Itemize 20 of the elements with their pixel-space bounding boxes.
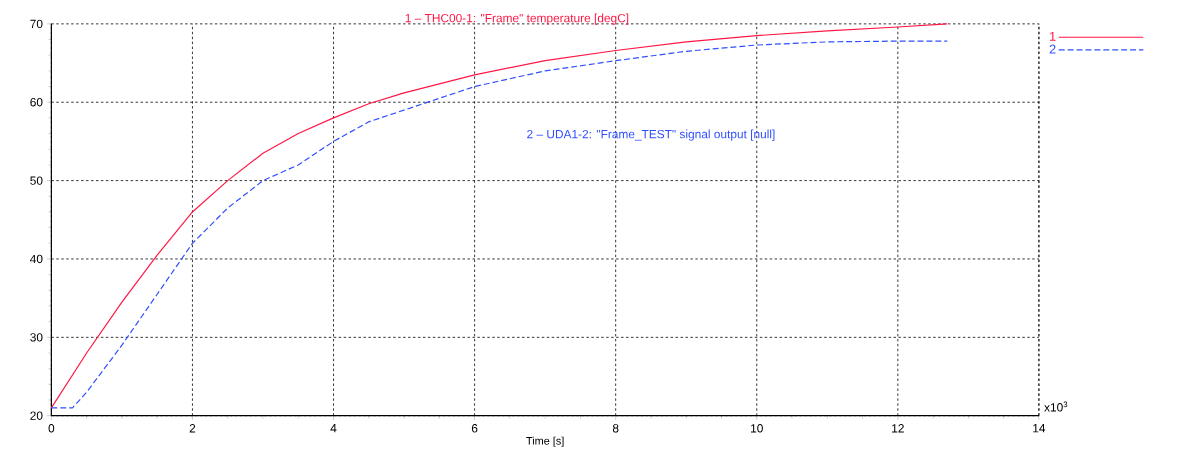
- annotation: 2 – UDA1-2: "Frame_TEST" signal output [null]: [527, 129, 775, 141]
- annotation: 1 – THC00-1: "Frame" temperature [degC]: [405, 13, 629, 25]
- x-tick-label: 10: [751, 423, 763, 433]
- x-tick-label: 6: [471, 423, 478, 433]
- text: 1: [1049, 31, 1056, 41]
- x-tick-label: 8: [612, 423, 619, 433]
- y-tick-label: 60: [30, 97, 43, 107]
- y-tick-label: 20: [30, 411, 43, 420]
- y-tick-label: 40: [30, 254, 43, 263]
- x-axis-title: Time [s]: [526, 436, 564, 447]
- y-tick-label: 70: [30, 19, 43, 28]
- x-tick-label: 2: [189, 423, 196, 433]
- x-tick-label: 14: [1033, 423, 1046, 433]
- x-tick-label: 4: [330, 423, 337, 433]
- text: 2: [1049, 44, 1056, 54]
- text: x10$^{3}$: [1044, 401, 1068, 412]
- x-tick-label: 0: [48, 423, 55, 433]
- y-tick-label: 30: [30, 332, 43, 342]
- y-tick-label: 50: [30, 176, 43, 185]
- x-tick-label: 12: [892, 423, 904, 433]
